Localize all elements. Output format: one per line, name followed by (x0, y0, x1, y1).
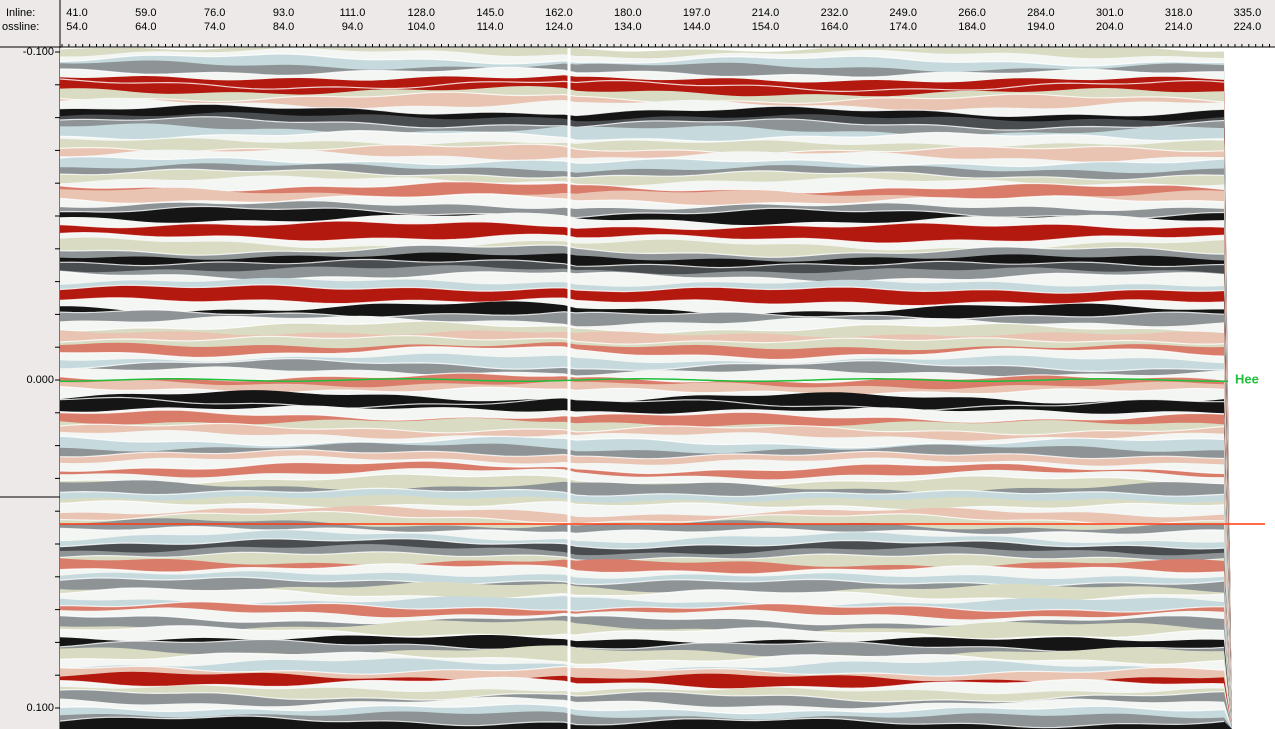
contour-line (60, 676, 1225, 690)
contour-line (60, 435, 1225, 449)
contour-line (60, 409, 1225, 423)
inline-value: 266.0 (958, 7, 986, 19)
time-label: 0.000 (26, 374, 54, 386)
time-axis-panel (0, 0, 60, 729)
contour-line (60, 665, 1225, 677)
contour-line (60, 357, 1224, 373)
crossline-value: 224.0 (1234, 21, 1262, 33)
contour-line (60, 500, 1225, 511)
crossline-value: 94.0 (342, 21, 363, 33)
inline-value: 214.0 (752, 7, 780, 19)
inline-label: Inline: (6, 7, 35, 19)
crossline-value: 84.0 (273, 21, 294, 33)
inline-value: 76.0 (204, 7, 225, 19)
contour-line (60, 220, 1225, 231)
crossline-value: 204.0 (1096, 21, 1124, 33)
contour-line (60, 48, 1225, 52)
time-label: -0.100 (23, 46, 54, 58)
contour-line (60, 510, 1225, 526)
contour-line (60, 168, 1225, 181)
inline-value: 318.0 (1165, 7, 1193, 19)
crossline-value: 134.0 (614, 21, 642, 33)
contour-line (60, 129, 1225, 142)
inline-value: 335.0 (1234, 7, 1262, 19)
inline-value: 128.0 (407, 7, 435, 19)
contour-line (60, 91, 1225, 104)
seismic-section (60, 48, 1232, 729)
inline-value: 232.0 (821, 7, 849, 19)
contour-line (60, 703, 1225, 715)
contour-line (60, 193, 1225, 207)
contour-line (60, 689, 1225, 703)
contour-line (60, 651, 1225, 665)
horizon-line (60, 378, 1228, 382)
crossline-value: 194.0 (1027, 21, 1055, 33)
inline-value: 249.0 (889, 7, 917, 19)
crossline-value: 144.0 (683, 21, 711, 33)
inline-value: 59.0 (135, 7, 156, 19)
time-label: 0.100 (26, 702, 54, 714)
crossline-value: 164.0 (821, 21, 849, 33)
contour-line (60, 625, 1225, 640)
contour-line (60, 103, 1225, 118)
contour-line (60, 258, 1225, 269)
contour-line (60, 563, 1225, 575)
crossline-value: 214.0 (1165, 21, 1193, 33)
crossline-value: 114.0 (477, 21, 504, 33)
contour-line (60, 614, 1225, 626)
inline-value: 145.0 (476, 7, 504, 19)
contour-line (60, 601, 1224, 613)
crossline-value: 54.0 (66, 21, 87, 33)
horizon-label: Hee (1235, 371, 1259, 386)
seismic-band (60, 716, 1232, 729)
contour-line (60, 334, 1225, 345)
contour-line (60, 244, 1225, 258)
contour-line (60, 346, 1225, 361)
crossline-value: 104.0 (407, 21, 435, 33)
inline-value: 180.0 (614, 7, 642, 19)
contour-line (60, 525, 1225, 536)
contour-line (60, 309, 1225, 320)
contour-line (60, 538, 1225, 550)
contour-line (60, 448, 1225, 460)
overlay: Hee (60, 48, 1265, 729)
contour-line (60, 487, 1225, 498)
contour-line (60, 205, 1225, 220)
contour-line (60, 284, 1225, 294)
contour-line (60, 156, 1225, 168)
crossline-value: 174.0 (889, 21, 917, 33)
contour-line (60, 66, 1224, 78)
contour-line (60, 116, 1225, 131)
inline-value: 41.0 (66, 7, 87, 19)
inline-value: 284.0 (1027, 7, 1055, 19)
contour-line (60, 231, 1225, 244)
contour-line (60, 422, 1225, 436)
contour-line (60, 297, 1225, 307)
crossline-label: ossline: (2, 21, 39, 33)
contour-line (60, 715, 1225, 729)
inline-value: 93.0 (273, 7, 294, 19)
inline-value: 111.0 (339, 7, 365, 19)
contour-line (60, 551, 1225, 562)
crossline-value: 184.0 (958, 21, 986, 33)
inline-value: 197.0 (683, 7, 711, 19)
contour-line (60, 460, 1225, 475)
crossline-value: 154.0 (752, 21, 780, 33)
contour-line (60, 53, 1225, 67)
contour-line (60, 473, 1225, 487)
contour-line (60, 638, 1225, 652)
inline-value: 162.0 (545, 7, 573, 19)
contour-line (60, 396, 1225, 411)
header-panel (0, 0, 1275, 47)
crossline-value: 74.0 (204, 21, 225, 33)
contour-line (60, 78, 1225, 93)
inline-value: 301.0 (1096, 7, 1124, 19)
crossline-value: 124.0 (545, 21, 573, 33)
contour-line (60, 180, 1225, 194)
crossline-value: 64.0 (135, 21, 156, 33)
contour-line (60, 143, 1225, 155)
